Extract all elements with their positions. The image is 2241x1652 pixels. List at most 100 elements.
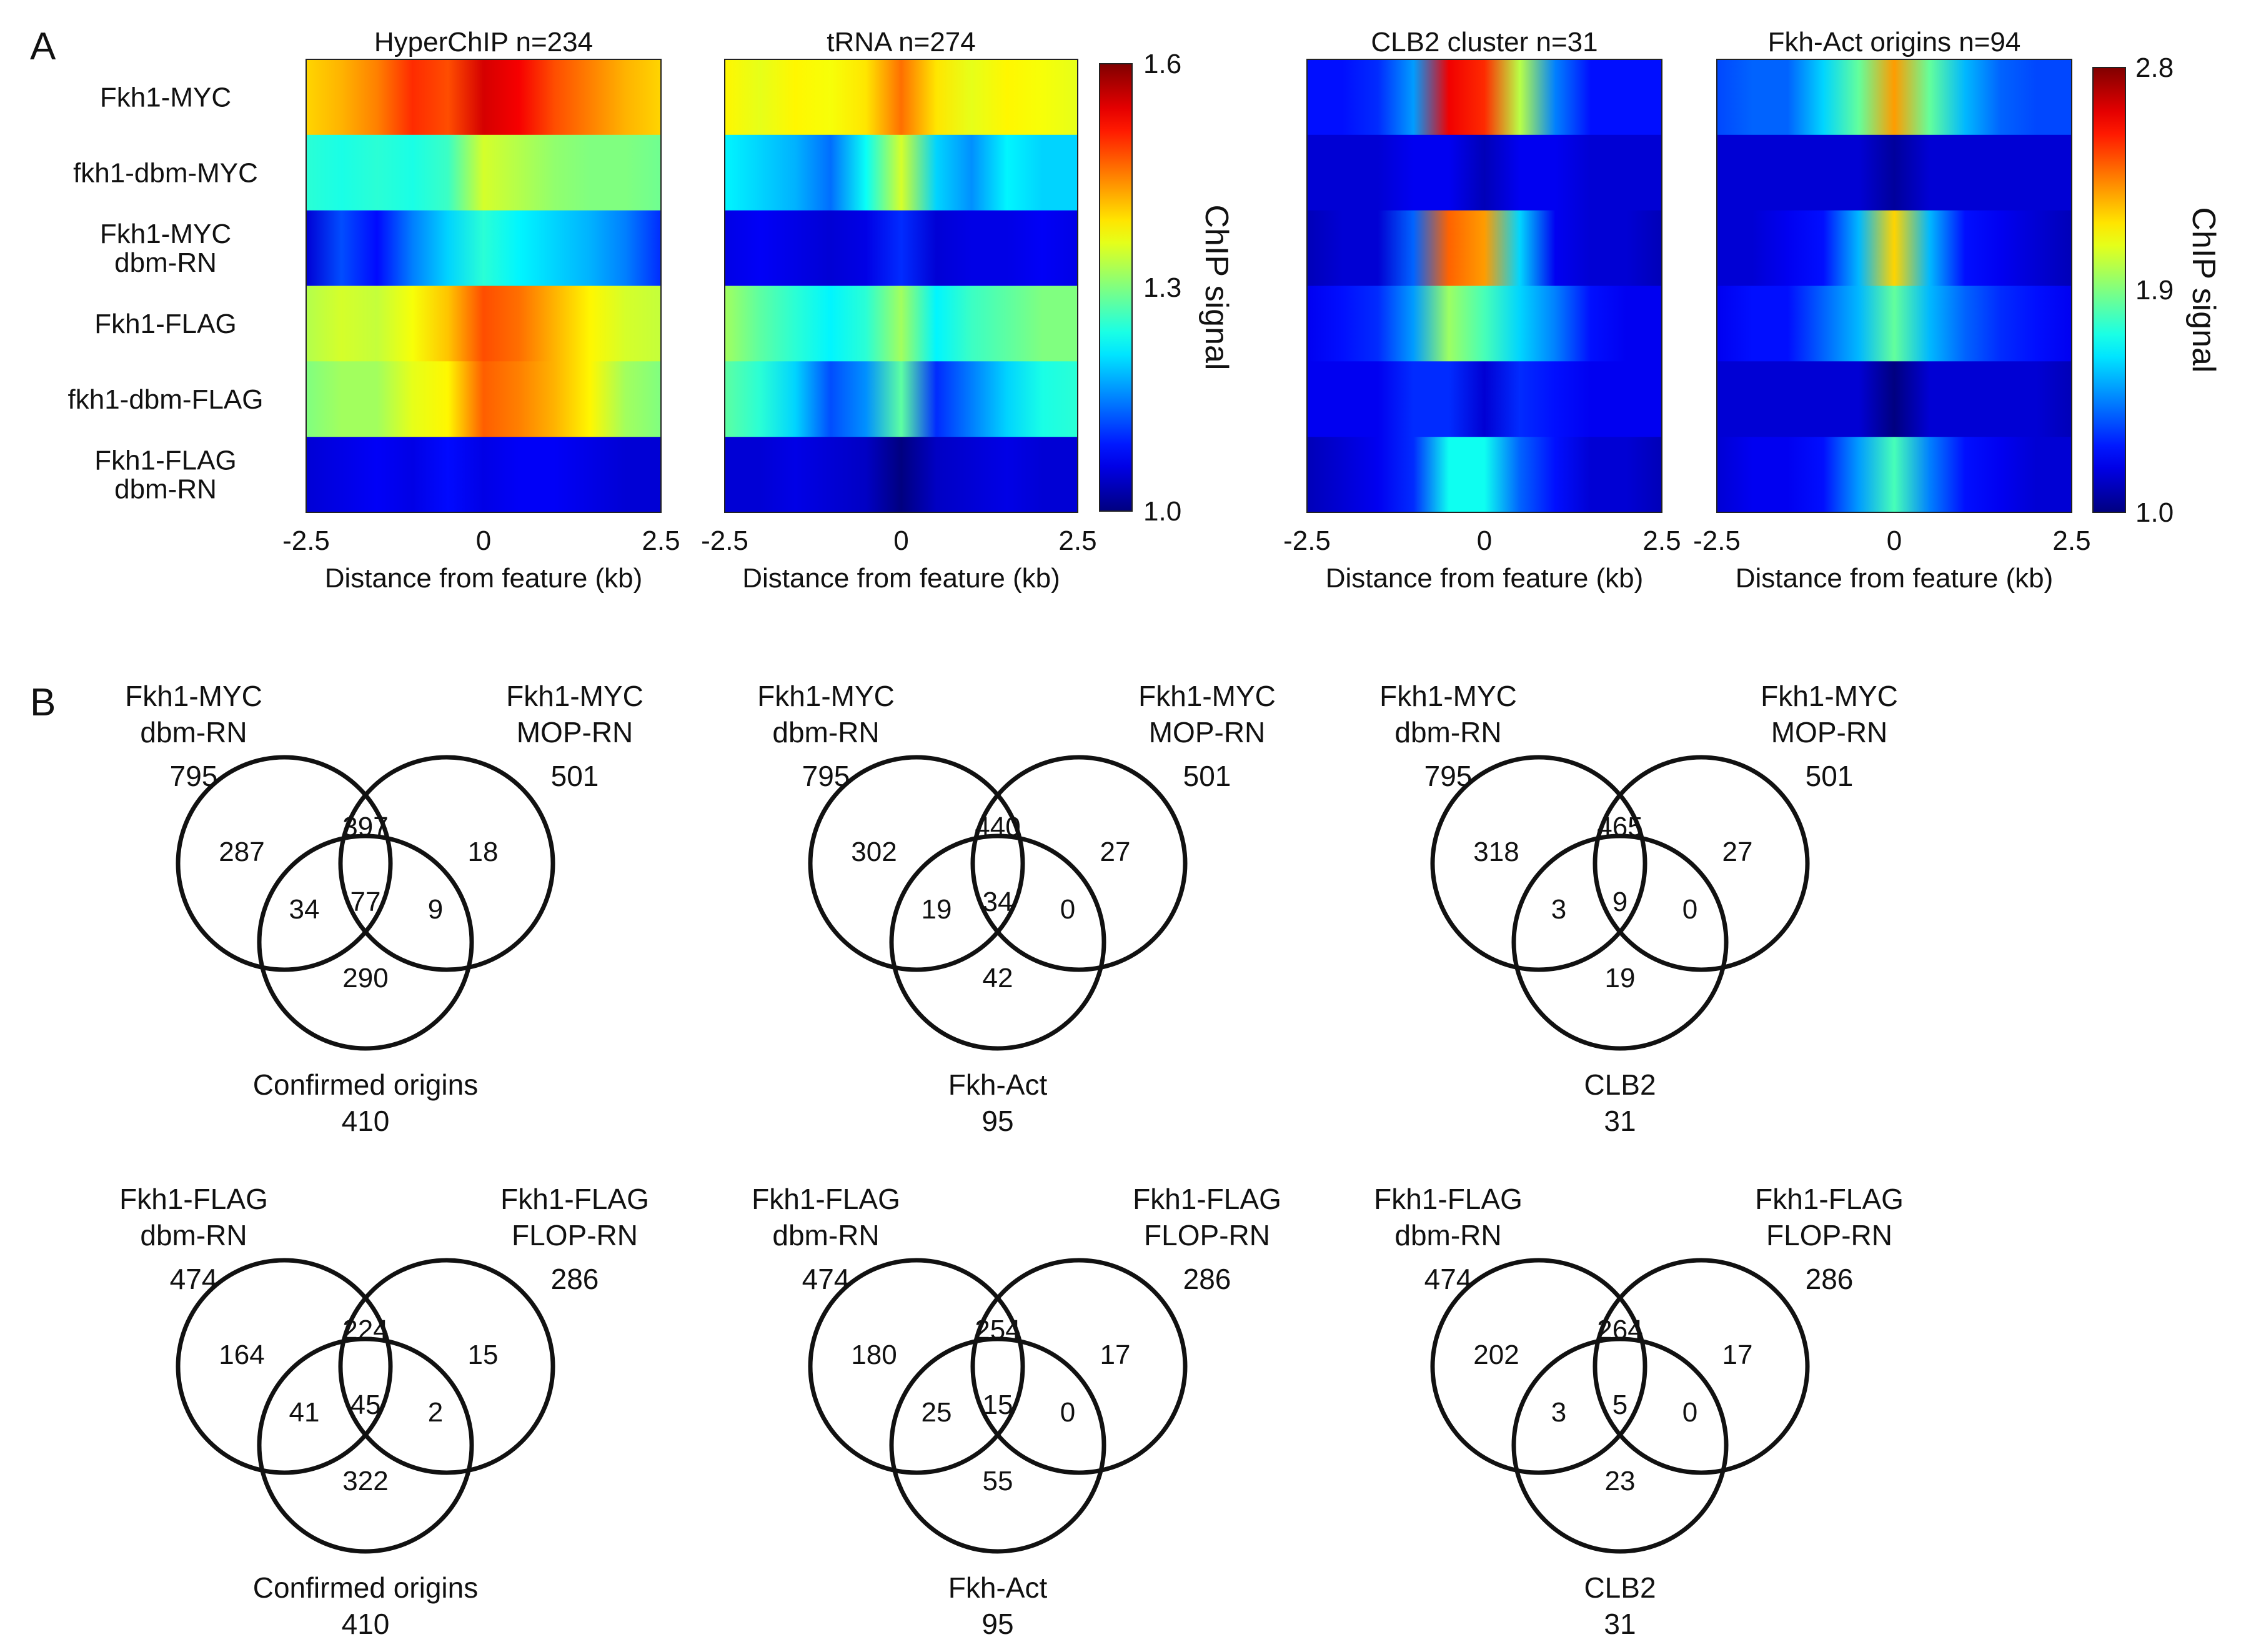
panel-label-a: A bbox=[30, 25, 56, 68]
venn-bottom-label: Fkh-Act bbox=[948, 1571, 1048, 1604]
venn-count-l: 287 bbox=[219, 837, 264, 867]
venn-right-label: Fkh1-MYC bbox=[1138, 680, 1276, 712]
x-tick-label: -2.5 bbox=[1283, 525, 1331, 556]
row-label: fkh1-dbm-FLAG bbox=[68, 384, 264, 415]
heatmap-row-3 bbox=[306, 210, 661, 287]
venn-count-all: 77 bbox=[350, 887, 381, 917]
x-axis-label: Distance from feature (kb) bbox=[1736, 563, 2054, 594]
venn-left-label: dbm-RN bbox=[140, 716, 247, 749]
heatmap-row-3 bbox=[1307, 210, 1662, 287]
x-tick-label: 0 bbox=[1887, 525, 1902, 556]
venn-left-label: 795 bbox=[1424, 760, 1473, 792]
venn-count-rb: 9 bbox=[428, 894, 443, 925]
x-tick-label: -2.5 bbox=[701, 525, 748, 556]
venn-bottom-label: 95 bbox=[981, 1608, 1013, 1640]
venn-bottom-label: 95 bbox=[981, 1105, 1013, 1137]
venn-count-r: 18 bbox=[468, 837, 499, 867]
venn-right-label: Fkh1-FLAG bbox=[1755, 1183, 1904, 1215]
heatmap-row-1 bbox=[1717, 59, 2072, 136]
colorbar-tick-label: 1.0 bbox=[1143, 496, 1181, 527]
venn-count-lb: 41 bbox=[289, 1397, 320, 1428]
venn-bottom-label: Fkh-Act bbox=[948, 1068, 1048, 1101]
venn-count-lr: 397 bbox=[342, 812, 388, 842]
venn-left-label: Fkh1-FLAG bbox=[119, 1183, 268, 1215]
venn-count-b: 42 bbox=[983, 963, 1013, 993]
venn-bottom-label: 31 bbox=[1604, 1608, 1636, 1640]
heatmap-title: tRNA n=274 bbox=[827, 27, 976, 57]
colorbar-label: ChIP signal bbox=[1198, 205, 1235, 371]
venn-right-label: 286 bbox=[1806, 1263, 1854, 1295]
venn-left-label: 795 bbox=[802, 760, 850, 792]
venn-right-label: FLOP-RN bbox=[512, 1219, 638, 1251]
venn-count-rb: 0 bbox=[1682, 1397, 1697, 1428]
venn-count-lr: 440 bbox=[975, 812, 1020, 842]
venn-count-lr: 264 bbox=[1597, 1315, 1642, 1345]
heatmap-row-1 bbox=[725, 59, 1078, 136]
venn-left-label: Fkh1-MYC bbox=[125, 680, 262, 712]
venn-circle-bottom bbox=[257, 833, 474, 1051]
venn-bottom-label: Confirmed origins bbox=[253, 1571, 478, 1604]
venn-count-lb: 3 bbox=[1551, 1397, 1566, 1428]
heatmap-title: CLB2 cluster n=31 bbox=[1371, 27, 1598, 57]
venn-circle-right bbox=[970, 1258, 1188, 1475]
venn-bottom-label: CLB2 bbox=[1584, 1571, 1656, 1604]
venn-left-label: dbm-RN bbox=[772, 1219, 879, 1251]
heatmap-row-4 bbox=[725, 286, 1078, 362]
venn-diagrams: Fkh1-MYC dbm-RN 795 Fkh1-MYC MOP-RN 501 Confir… bbox=[119, 680, 1904, 1640]
x-axis-label: Distance from feature (kb) bbox=[325, 563, 643, 594]
venn-2: Fkh1-MYC dbm-RN 795 Fkh1-MYC MOP-RN 501 Fkh-Ac… bbox=[757, 680, 1276, 1137]
venn-left-label: 795 bbox=[170, 760, 218, 792]
x-tick-label: -2.5 bbox=[1693, 525, 1741, 556]
heatmap-frame bbox=[1306, 59, 1662, 513]
x-axis-label: Distance from feature (kb) bbox=[742, 563, 1060, 594]
venn-1: Fkh1-MYC dbm-RN 795 Fkh1-MYC MOP-RN 501 Confir… bbox=[125, 680, 643, 1137]
heatmap-panels: HyperChIP n=234 -2.5 0 2.5 Distance from fea… bbox=[282, 27, 2091, 594]
venn-count-b: 23 bbox=[1605, 1466, 1636, 1496]
venn-count-l: 164 bbox=[219, 1340, 264, 1370]
row-label: Fkh1-FLAG bbox=[94, 445, 236, 476]
heatmap-row-5 bbox=[725, 361, 1078, 437]
venn-count-all: 9 bbox=[1612, 887, 1627, 917]
venn-circle-bottom bbox=[1511, 1336, 1729, 1554]
venn-circle-right bbox=[1593, 1258, 1810, 1475]
venn-left-label: Fkh1-MYC bbox=[1379, 680, 1517, 712]
venn-count-l: 318 bbox=[1473, 837, 1519, 867]
venn-count-lb: 34 bbox=[289, 894, 320, 925]
venn-left-label: 474 bbox=[802, 1263, 850, 1295]
heatmap-row-6 bbox=[725, 437, 1078, 513]
x-axis-label: Distance from feature (kb) bbox=[1326, 563, 1644, 594]
heatmap-row-2 bbox=[725, 134, 1078, 211]
venn-count-l: 202 bbox=[1473, 1340, 1519, 1370]
venn-count-lr: 254 bbox=[975, 1315, 1020, 1345]
venn-right-label: 286 bbox=[1183, 1263, 1231, 1295]
venn-circle-left bbox=[808, 1258, 1025, 1475]
venn-count-lr: 224 bbox=[342, 1315, 388, 1345]
venn-6: Fkh1-FLAG dbm-RN 474 Fkh1-FLAG FLOP-RN 286 CLB… bbox=[1374, 1183, 1904, 1640]
venn-circle-left bbox=[808, 755, 1025, 972]
x-tick-label: 0 bbox=[476, 525, 491, 556]
venn-right-label: 501 bbox=[1806, 760, 1854, 792]
heatmap-row-5 bbox=[1307, 361, 1662, 437]
venn-right-label: MOP-RN bbox=[1149, 716, 1266, 749]
venn-right-label: FLOP-RN bbox=[1144, 1219, 1270, 1251]
x-tick-label: -2.5 bbox=[282, 525, 330, 556]
colorbar-tick-label: 1.9 bbox=[2135, 275, 2174, 306]
heatmap-title: Fkh-Act origins n=94 bbox=[1768, 27, 2021, 57]
colorbar-label: ChIP signal bbox=[2185, 207, 2222, 373]
heatmap-frame bbox=[306, 59, 662, 513]
venn-circle-right bbox=[1593, 755, 1810, 972]
row-label: fkh1-dbm-MYC bbox=[73, 157, 258, 188]
venn-right-label: Fkh1-FLAG bbox=[500, 1183, 649, 1215]
venn-circle-bottom bbox=[889, 833, 1106, 1051]
row-label: Fkh1-FLAG bbox=[94, 309, 236, 339]
row-label: dbm-RN bbox=[114, 247, 217, 278]
colorbar-tick-label: 2.8 bbox=[2135, 52, 2174, 83]
venn-left-label: 474 bbox=[1424, 1263, 1473, 1295]
venn-bottom-label: 31 bbox=[1604, 1105, 1636, 1137]
venn-count-rb: 0 bbox=[1060, 1397, 1075, 1428]
venn-circle-bottom bbox=[257, 1336, 474, 1554]
venn-count-r: 15 bbox=[468, 1340, 499, 1370]
x-tick-label: 0 bbox=[893, 525, 908, 556]
venn-left-label: dbm-RN bbox=[1394, 1219, 1501, 1251]
x-tick-label: 0 bbox=[1477, 525, 1492, 556]
